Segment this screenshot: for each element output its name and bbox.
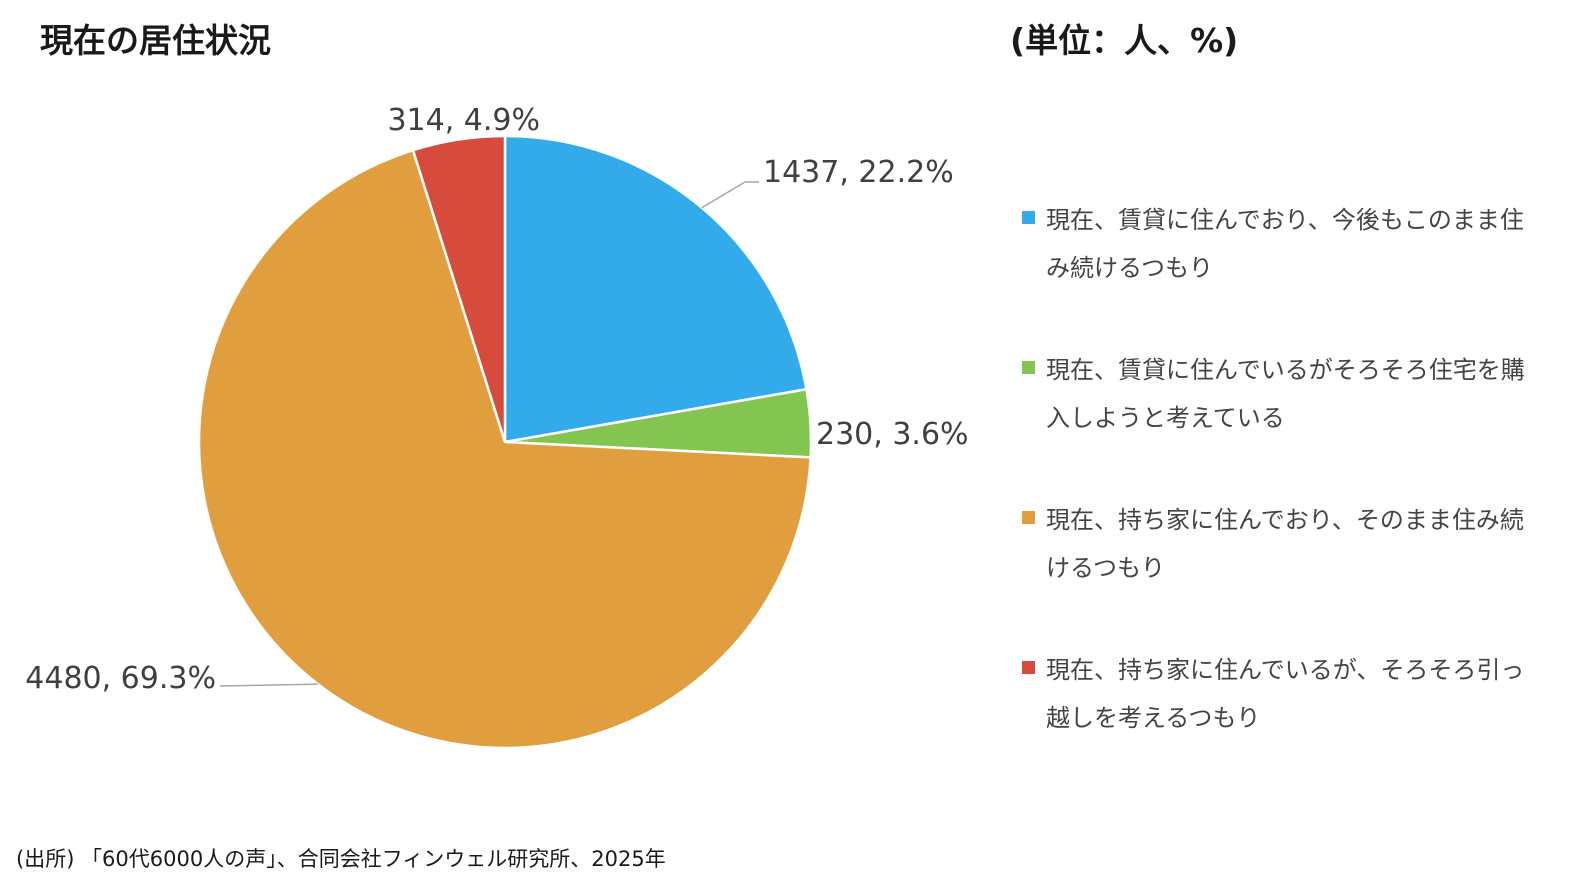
leader-lines bbox=[219, 181, 759, 687]
legend-label: 現在、持ち家に住んでいるが、そろそろ引っ越しを考えるつもり bbox=[1046, 656, 1525, 732]
legend-swatch bbox=[1022, 211, 1035, 224]
pie-slice bbox=[411, 134, 507, 443]
pie-slices bbox=[197, 134, 813, 750]
legend-swatch bbox=[1022, 361, 1035, 374]
legend-label: 現在、賃貸に住んでいるがそろそろ住宅を購入しようと考えている bbox=[1046, 356, 1525, 432]
legend-label: 現在、賃貸に住んでおり、今後もこのまま住み続けるつもり bbox=[1046, 206, 1524, 282]
leader-line bbox=[701, 181, 759, 209]
pie-slice bbox=[503, 134, 808, 444]
source-note: (出所) 「60代6000人の声」、合同会社フィンウェル研究所、2025年 bbox=[16, 847, 666, 871]
legend-swatch bbox=[1022, 661, 1035, 674]
data-labels: 1437, 22.2% 230, 3.6% 4480, 69.3% 314, 4.9% bbox=[25, 103, 968, 696]
legend-item-own-move: 現在、持ち家に住んでいるが、そろそろ引っ越しを考えるつもり bbox=[1022, 646, 1542, 796]
legend-item-own-stay: 現在、持ち家に住んでおり、そのまま住み続けるつもり bbox=[1022, 496, 1542, 646]
legend-label: 現在、持ち家に住んでおり、そのまま住み続けるつもり bbox=[1046, 506, 1524, 582]
legend: 現在、賃貸に住んでおり、今後もこのまま住み続けるつもり 現在、賃貸に住んでいるが… bbox=[1022, 196, 1542, 796]
pie-chart: 1437, 22.2% 230, 3.6% 4480, 69.3% 314, 4.9% bbox=[25, 103, 969, 750]
legend-swatch bbox=[1022, 511, 1035, 524]
data-label: 314, 4.9% bbox=[387, 103, 540, 138]
data-label: 1437, 22.2% bbox=[763, 155, 954, 190]
pie-slice bbox=[197, 148, 812, 750]
leader-line bbox=[219, 683, 318, 687]
unit-note: (単位：人、%) bbox=[1010, 21, 1239, 60]
data-label: 4480, 69.3% bbox=[25, 661, 216, 696]
legend-item-rent-stay: 現在、賃貸に住んでおり、今後もこのまま住み続けるつもり bbox=[1022, 196, 1542, 346]
chart-title: 現在の居住状況 bbox=[40, 21, 271, 60]
data-label: 230, 3.6% bbox=[816, 417, 969, 452]
legend-item-rent-buy: 現在、賃貸に住んでいるがそろそろ住宅を購入しようと考えている bbox=[1022, 346, 1542, 496]
